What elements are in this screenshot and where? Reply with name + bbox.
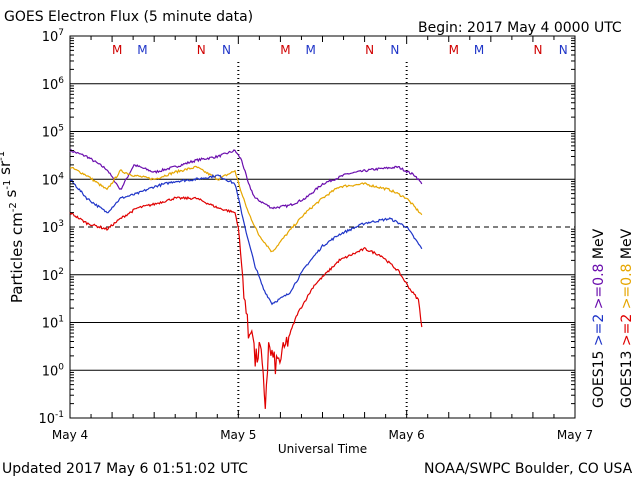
x-tick-label: May 4 [52,428,88,442]
updated-timestamp: Updated 2017 May 6 01:51:02 UTC [2,461,248,477]
local-time-marker: N [559,43,568,57]
y-tick-label: 103 [42,219,64,236]
chart-title: GOES Electron Flux (5 minute data) [4,9,254,25]
local-time-marker: M [112,43,122,57]
series-line [69,173,423,306]
series-line [69,165,423,253]
begin-date: Begin: 2017 May 4 0000 UTC [418,20,622,36]
y-axis-label: Particles cm-2 s-1 sr-1 [0,151,26,303]
local-time-marker: M [280,43,290,57]
local-time-marker: M [137,43,147,57]
y-tick-label: 107 [42,28,64,45]
x-axis-label: Universal Time [278,442,367,456]
y-tick-label: 100 [42,362,65,379]
local-time-marker: M [474,43,484,57]
x-tick-label: May 6 [389,428,425,442]
local-time-marker: N [197,43,206,57]
y-tick-label: 102 [42,267,64,284]
series-line [69,195,423,409]
series-line [69,148,423,210]
local-time-marker: N [222,43,231,57]
local-time-marker: M [449,43,459,57]
y-tick-label: 10-1 [38,410,64,427]
data-source: NOAA/SWPC Boulder, CO USA [424,461,633,477]
x-tick-label: May 7 [557,428,593,442]
y-tick-label: 106 [42,76,65,93]
x-tick-label: May 5 [220,428,256,442]
local-time-marker: M [306,43,316,57]
local-time-marker: N [533,43,542,57]
y-tick-label: 104 [42,171,65,188]
legend-entry: GOES13 >=2 >=0.8 MeV [619,228,635,408]
local-time-marker: N [390,43,399,57]
y-tick-label: 101 [42,315,64,332]
local-time-marker: N [365,43,374,57]
y-tick-label: 105 [42,124,64,141]
legend-entry: GOES15 >=2 >=0.8 MeV [591,228,607,408]
